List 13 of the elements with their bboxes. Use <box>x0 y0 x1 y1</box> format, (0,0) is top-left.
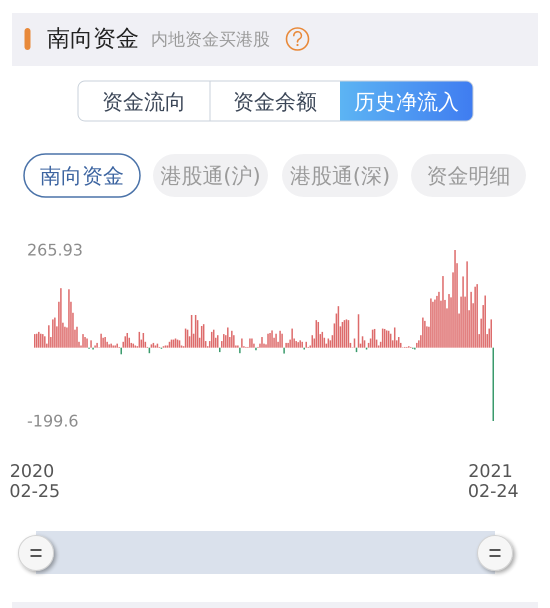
text: 资金明细 <box>426 164 510 188</box>
x-tick-label: 2020 02-25 <box>9 462 60 502</box>
text: 历史净流入 <box>354 90 459 114</box>
text: 港股通(沪) <box>160 164 261 188</box>
chart-subtitle: 内地资金买港股 <box>151 30 270 50</box>
text: 港股通(深) <box>290 164 390 188</box>
chart-title: 南向资金 <box>47 26 139 52</box>
x-tick-label: 2021 02-24 <box>468 462 519 502</box>
text: 资金流向 <box>102 90 186 114</box>
y-tick-label: 265.93 <box>27 240 83 260</box>
text: 资金余额 <box>233 90 317 114</box>
y-tick-label: -199.6 <box>27 412 79 430</box>
text: 南向资金 <box>40 164 124 188</box>
